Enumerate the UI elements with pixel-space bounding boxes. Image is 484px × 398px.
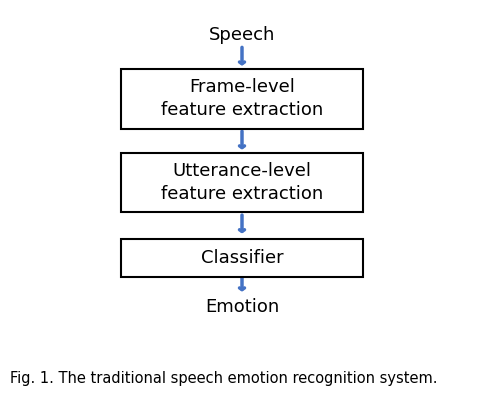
Bar <box>121 69 363 129</box>
Bar <box>121 152 363 213</box>
Text: Classifier: Classifier <box>201 249 283 267</box>
Text: Speech: Speech <box>209 26 275 44</box>
Text: Emotion: Emotion <box>205 298 279 316</box>
Text: Fig. 1. The traditional speech emotion recognition system.: Fig. 1. The traditional speech emotion r… <box>10 371 437 386</box>
Text: Frame-level
feature extraction: Frame-level feature extraction <box>161 78 323 119</box>
Bar <box>121 239 363 277</box>
Text: Utterance-level
feature extraction: Utterance-level feature extraction <box>161 162 323 203</box>
